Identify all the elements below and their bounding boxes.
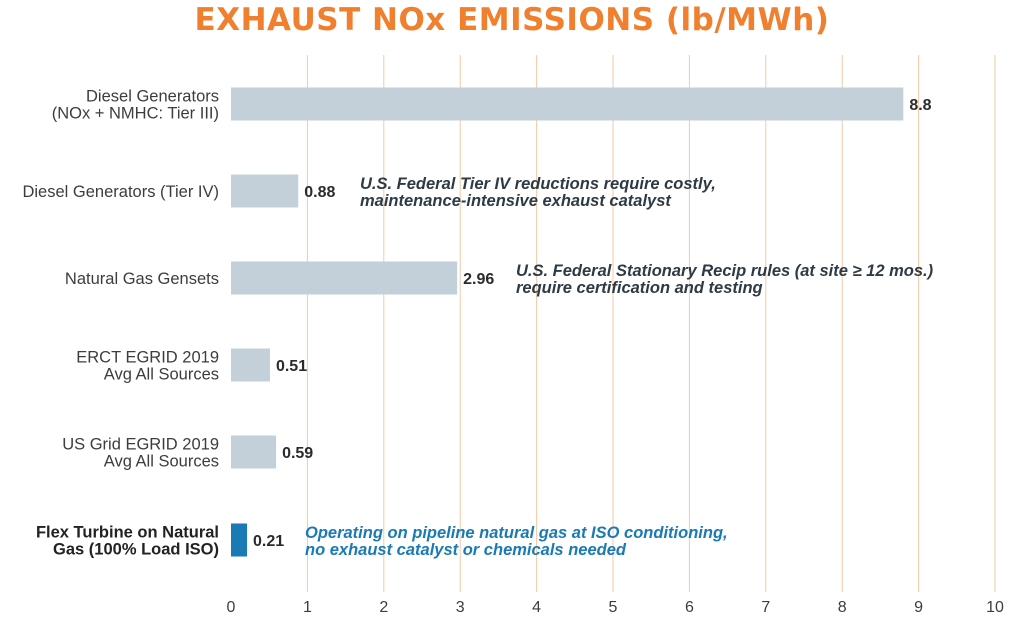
category-label: Natural Gas Gensets [65, 270, 219, 288]
bar [231, 348, 270, 382]
x-tick-label: 10 [986, 599, 1004, 616]
bar [231, 174, 299, 208]
data-label: 0.88 [304, 184, 335, 201]
annotation-note: U.S. Federal Tier IV reductions require … [360, 175, 716, 210]
chart-title: EXHAUST NOx EMISSIONS (lb/MWh) [194, 2, 830, 38]
data-label: 0.59 [282, 445, 313, 462]
x-tick-label: 2 [379, 599, 388, 616]
category-label: US Grid EGRID 2019 Avg All Sources [62, 436, 219, 471]
x-tick-label: 3 [456, 599, 465, 616]
labels: 0 1 2 3 4 5 6 7 8 9 10 8.8 Diesel Generators (NOx + N… [22, 88, 1004, 617]
x-tick-label: 4 [532, 599, 541, 616]
x-tick-label: 1 [303, 599, 312, 616]
annotation-note: U.S. Federal Stationary Recip rules (at … [516, 262, 934, 297]
bar [231, 261, 458, 295]
x-tick-label: 6 [685, 599, 694, 616]
x-tick-label: 8 [838, 599, 847, 616]
data-label: 0.21 [253, 533, 284, 550]
data-label: 0.51 [276, 358, 307, 375]
bar [231, 523, 248, 557]
x-tick-label: 0 [227, 599, 236, 616]
bar [231, 435, 277, 469]
category-label: Flex Turbine on Natural Gas (100% Load IS… [36, 524, 219, 559]
category-label: Diesel Generators (Tier IV) [22, 183, 219, 201]
category-label: ERCT EGRID 2019 Avg All Sources [76, 349, 219, 384]
data-label: 2.96 [463, 271, 494, 288]
x-tick-label: 9 [914, 599, 923, 616]
category-label: Diesel Generators (NOx + NMHC: Tier III) [52, 88, 219, 123]
x-tick-label: 7 [761, 599, 770, 616]
annotation-note: Operating on pipeline natural gas at ISO… [305, 524, 728, 559]
grid-lines [306, 55, 996, 592]
data-label: 8.8 [909, 97, 931, 114]
x-tick-label: 5 [609, 599, 618, 616]
bar [231, 87, 904, 121]
bars [231, 87, 904, 557]
